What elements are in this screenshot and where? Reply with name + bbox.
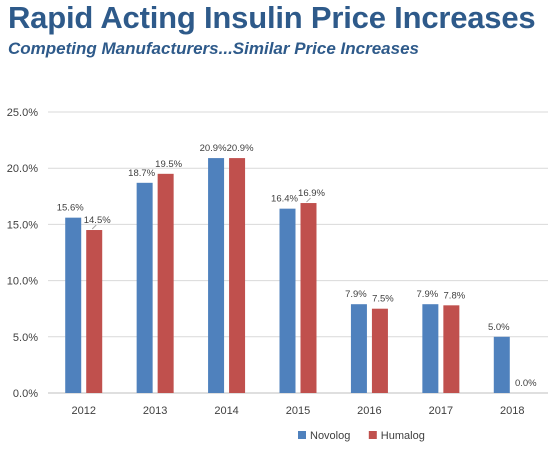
y-tick-label: 5.0%: [13, 332, 38, 344]
data-label-humalog: 14.5%: [84, 215, 111, 226]
y-tick-label: 20.0%: [7, 163, 38, 175]
data-label-humalog: 19.5%: [155, 159, 182, 170]
y-tick-label: 25.0%: [7, 107, 38, 119]
data-label-humalog: 16.9%: [298, 188, 325, 199]
chart-subtitle: Competing Manufacturers...Similar Price …: [8, 39, 419, 58]
bar-novolog: [493, 336, 510, 393]
data-label-novolog: 5.0%: [488, 322, 510, 333]
legend-swatch-humalog: [368, 431, 377, 439]
legend-swatch-novolog: [298, 431, 306, 439]
legend: Novolog Humalog: [298, 430, 425, 442]
x-tick-label: 2013: [143, 405, 167, 417]
bar-humalog: [229, 158, 246, 393]
x-tick-label: 2014: [214, 405, 238, 417]
bar-novolog: [350, 304, 367, 393]
data-label-novolog: 7.9%: [417, 289, 439, 300]
bar-novolog: [208, 158, 225, 393]
data-label-humalog: 7.8%: [444, 290, 466, 301]
x-tick-label: 2018: [500, 405, 524, 417]
bar-novolog: [65, 217, 82, 393]
data-label-novolog: 16.4%: [271, 194, 298, 205]
data-label-humalog: 7.5%: [372, 294, 394, 305]
x-tick-label: 2016: [357, 405, 381, 417]
y-axis-ticks: 0.0% 5.0% 10.0% 15.0% 20.0% 25.0%: [7, 107, 38, 400]
legend-label-humalog: Humalog: [381, 430, 425, 442]
y-tick-label: 10.0%: [7, 276, 38, 288]
x-tick-label: 2015: [286, 405, 310, 417]
grid-lines: [48, 111, 548, 394]
data-label-novolog: 15.6%: [57, 203, 84, 214]
bar-novolog: [136, 182, 153, 393]
data-label-novolog: 20.9%: [200, 143, 227, 154]
x-tick-label: 2012: [71, 405, 95, 417]
data-label-humalog: 20.9%: [227, 143, 254, 154]
bar-humalog: [300, 203, 317, 393]
label-leader-line: [306, 197, 311, 203]
x-tick-label: 2017: [429, 405, 453, 417]
bars: [65, 158, 510, 393]
bar-novolog: [279, 208, 296, 393]
y-tick-label: 15.0%: [7, 219, 38, 231]
label-leader-line: [91, 224, 97, 230]
x-axis-ticks: 2012 2013 2014 2015 2016 2017 2018: [71, 405, 524, 417]
bar-humalog: [157, 173, 174, 393]
data-label-novolog: 18.7%: [128, 168, 155, 179]
data-label-humalog: 0.0%: [515, 378, 537, 389]
bar-humalog: [443, 305, 460, 393]
data-labels: 15.6%14.5% 18.7%19.5% 20.9% 20.9% 16.4%16.9%…: [57, 143, 537, 389]
chart-title: Rapid Acting Insulin Price Increases: [8, 0, 536, 35]
y-tick-label: 0.0%: [13, 388, 38, 400]
legend-label-novolog: Novolog: [310, 430, 350, 442]
data-label-novolog: 7.9%: [345, 289, 367, 300]
bar-novolog: [422, 304, 439, 393]
bar-humalog: [86, 230, 103, 393]
bar-humalog: [371, 308, 388, 393]
